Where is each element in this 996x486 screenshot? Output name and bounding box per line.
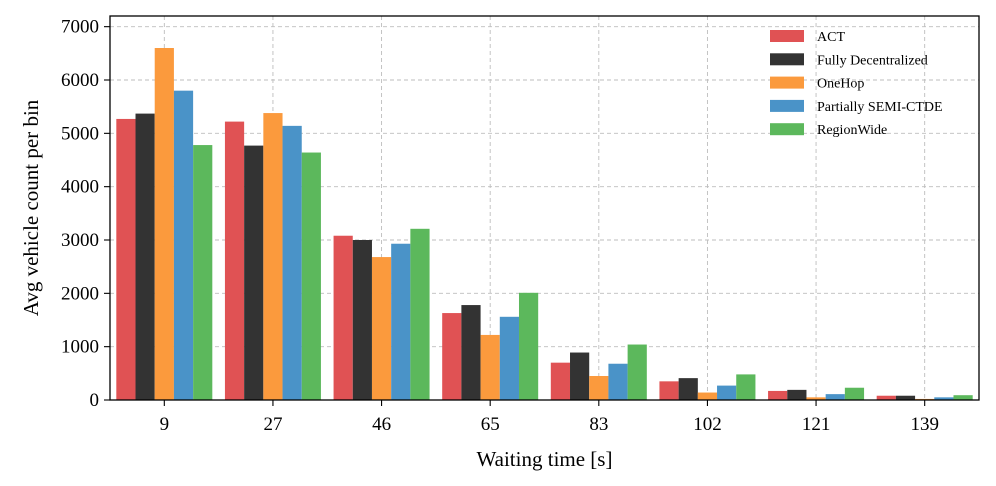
bar-fully-decentralized-83 (570, 352, 590, 400)
legend-swatch (770, 53, 804, 66)
x-tick-label: 65 (481, 414, 500, 435)
y-tick-label: 4000 (61, 177, 99, 198)
bar-onehop-65 (480, 334, 500, 400)
legend-label: Partially SEMI-CTDE (817, 100, 943, 115)
bar-regionwide-9 (193, 145, 213, 400)
legend: ACT Fully Decentralized OneHop Partially SE… (770, 30, 943, 138)
bar-partially-semi-ctde-9 (173, 90, 194, 401)
bar-fully-decentralized-46 (352, 240, 372, 400)
x-tick-label: 83 (589, 414, 608, 435)
legend-swatch (770, 76, 804, 89)
bar-regionwide-139 (953, 395, 973, 400)
bar-act-27 (224, 121, 245, 400)
legend-label: OneHop (817, 77, 864, 92)
legend-swatch (770, 30, 804, 42)
y-tick-label: 1000 (61, 337, 99, 358)
legend-label: ACT (817, 30, 845, 45)
bar-partially-semi-ctde-102 (717, 385, 737, 400)
x-tick-label: 139 (910, 414, 939, 435)
bar-regionwide-121 (844, 387, 865, 400)
x-axis-label: Waiting time [s] (477, 447, 613, 471)
bar-act-83 (550, 362, 571, 400)
y-tick-label: 7000 (61, 17, 99, 38)
bar-fully-decentralized-139 (895, 395, 916, 400)
legend-swatch (770, 123, 804, 136)
bar-act-65 (442, 313, 462, 400)
y-tick-label: 2000 (61, 283, 99, 304)
legend-label: Fully Decentralized (817, 53, 928, 68)
bar-onehop-27 (263, 113, 283, 401)
bar-regionwide-27 (301, 152, 321, 400)
bar-partially-semi-ctde-65 (499, 316, 519, 400)
legend-label: RegionWide (817, 123, 887, 138)
bar-act-102 (659, 381, 679, 400)
bar-act-139 (876, 395, 896, 400)
bar-onehop-9 (154, 48, 174, 400)
bar-onehop-121 (806, 397, 826, 400)
bar-partially-semi-ctde-121 (825, 394, 845, 400)
x-tick-label: 27 (263, 414, 282, 435)
x-tick-label: 102 (693, 414, 722, 435)
y-tick-label: 3000 (61, 230, 99, 251)
y-axis-label: Avg vehicle count per bin (19, 99, 43, 316)
y-tick-label: 0 (90, 390, 100, 411)
bar-onehop-102 (697, 392, 718, 400)
bar-fully-decentralized-27 (244, 145, 264, 400)
axis-ticks: 9 27 46 65 83 102 121 139 0 1000 2000 3000 4000 5000 6… (61, 17, 939, 435)
y-tick-label: 6000 (61, 70, 99, 91)
bar-fully-decentralized-102 (678, 378, 698, 400)
plot-frame (109, 15, 980, 401)
x-tick-label: 9 (160, 414, 170, 435)
bar-fully-decentralized-121 (787, 389, 807, 400)
bar-act-9 (116, 118, 136, 400)
y-tick-label: 5000 (61, 123, 99, 144)
bar-partially-semi-ctde-46 (391, 243, 411, 400)
x-tick-label: 121 (802, 414, 831, 435)
bar-partially-semi-ctde-139 (934, 397, 954, 400)
bars (116, 48, 973, 401)
legend-swatch (770, 99, 804, 112)
bar-regionwide-102 (736, 374, 756, 400)
bar-partially-semi-ctde-83 (608, 363, 628, 400)
bar-onehop-46 (371, 257, 392, 400)
bar-act-46 (333, 235, 353, 400)
bar-onehop-83 (589, 376, 609, 400)
bar-fully-decentralized-9 (135, 113, 155, 400)
bar-regionwide-65 (518, 292, 539, 400)
bar-regionwide-83 (627, 344, 647, 400)
x-tick-label: 46 (372, 414, 391, 435)
bar-regionwide-46 (410, 228, 430, 400)
bar-act-121 (768, 390, 788, 400)
bar-fully-decentralized-65 (461, 305, 481, 400)
bar-partially-semi-ctde-27 (282, 125, 302, 400)
